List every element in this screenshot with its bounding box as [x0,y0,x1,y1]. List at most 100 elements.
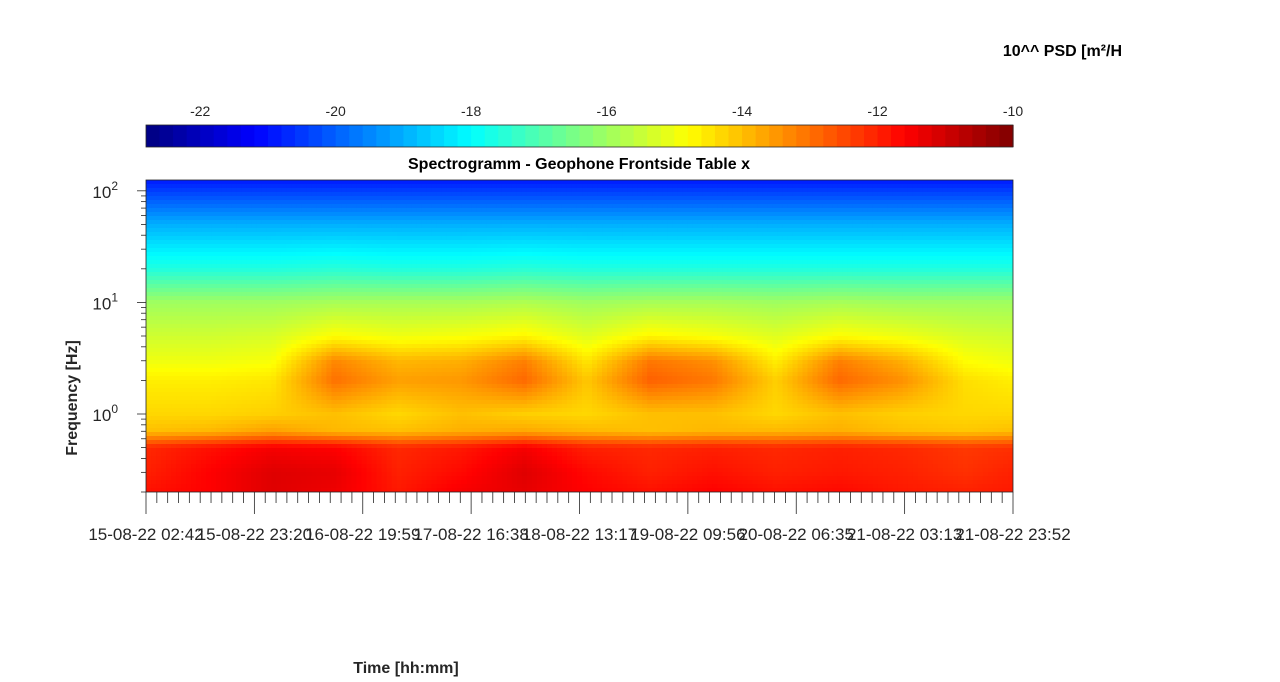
heatmap-cell [517,180,523,185]
heatmap-cell [798,196,804,201]
heatmap-cell [582,284,588,289]
heatmap-cell [181,272,187,277]
heatmap-cell [988,224,994,229]
heatmap-cell [276,184,282,189]
heatmap-cell [873,208,879,213]
heatmap-cell [562,200,568,205]
heatmap-cell [301,288,307,293]
heatmap-cell [908,204,914,209]
heatmap-cell [196,228,202,233]
heatmap-cell [707,244,713,249]
heatmap-cell [402,212,408,217]
heatmap-cell [772,220,778,225]
heatmap-cell [597,204,603,209]
heatmap-cell [482,224,488,229]
heatmap-cell [372,200,378,205]
heatmap-cell [487,192,493,197]
heatmap-cell [246,212,252,217]
heatmap-cell [577,208,583,213]
heatmap-cell [752,232,758,237]
heatmap-cell [447,216,453,221]
heatmap-cell [402,252,408,257]
heatmap-cell [552,204,558,209]
heatmap-cell [928,204,934,209]
heatmap-cell [828,212,834,217]
heatmap-cell [933,236,939,241]
heatmap-cell [452,244,458,249]
heatmap-cell [582,228,588,233]
heatmap-cell [828,248,834,253]
heatmap-cell [642,240,648,245]
colorbar-swatch [810,125,824,147]
heatmap-cell [888,240,894,245]
heatmap-cell [171,224,177,229]
heatmap-cell [552,196,558,201]
heatmap-cell [893,224,899,229]
colorbar-swatch [444,125,458,147]
heatmap-cell [677,196,683,201]
heatmap-cell [522,288,528,293]
heatmap-cell [206,200,212,205]
heatmap-cell [361,232,367,237]
heatmap-cell [311,228,317,233]
heatmap-cell [662,276,668,281]
heatmap-cell [196,184,202,189]
heatmap-cell [657,180,663,185]
heatmap-cell [216,188,222,193]
heatmap-cell [637,180,643,185]
heatmap-cell [863,264,869,269]
heatmap-cell [557,272,563,277]
heatmap-cell [777,184,783,189]
heatmap-cell [612,184,618,189]
heatmap-cell [196,192,202,197]
heatmap-cell [933,180,939,185]
heatmap-cell [878,204,884,209]
colorbar-swatch [146,125,160,147]
heatmap-cell [387,288,393,293]
heatmap-cell [216,228,222,233]
heatmap-cell [286,248,292,253]
heatmap-cell [407,240,413,245]
heatmap-cell [923,220,929,225]
heatmap-cell [427,240,433,245]
heatmap-cell [437,220,443,225]
heatmap-cell [487,180,493,185]
heatmap-cell [281,196,287,201]
heatmap-cell [868,204,874,209]
heatmap-cell [301,200,307,205]
heatmap-cell [798,228,804,233]
heatmap-cell [161,260,167,265]
heatmap-cell [983,232,989,237]
heatmap-cell [311,192,317,197]
heatmap-cell [467,216,473,221]
heatmap-cell [597,192,603,197]
heatmap-cell [256,192,262,197]
heatmap-cell [687,232,693,237]
heatmap-cell [281,288,287,293]
heatmap-cell [402,232,408,237]
heatmap-cell [472,208,478,213]
heatmap-cell [913,228,919,233]
heatmap-cell [878,236,884,241]
heatmap-cell [612,180,618,185]
heatmap-cell [522,212,528,217]
heatmap-cell [868,232,874,237]
heatmap-cell [156,220,162,225]
colorbar-swatch [607,125,621,147]
heatmap-cell [477,248,483,253]
heatmap-cell [762,276,768,281]
heatmap-cell [457,280,463,285]
heatmap-cell [607,208,613,213]
heatmap-cell [592,232,598,237]
heatmap-cell [798,192,804,197]
heatmap-cell [437,188,443,193]
heatmap-cell [276,256,282,261]
heatmap-cell [587,188,593,193]
heatmap-cell [271,288,277,293]
heatmap-cell [331,208,337,213]
heatmap-cell [687,212,693,217]
heatmap-cell [457,224,463,229]
heatmap-cell [993,204,999,209]
heatmap-cell [632,196,638,201]
heatmap-cell [286,288,292,293]
